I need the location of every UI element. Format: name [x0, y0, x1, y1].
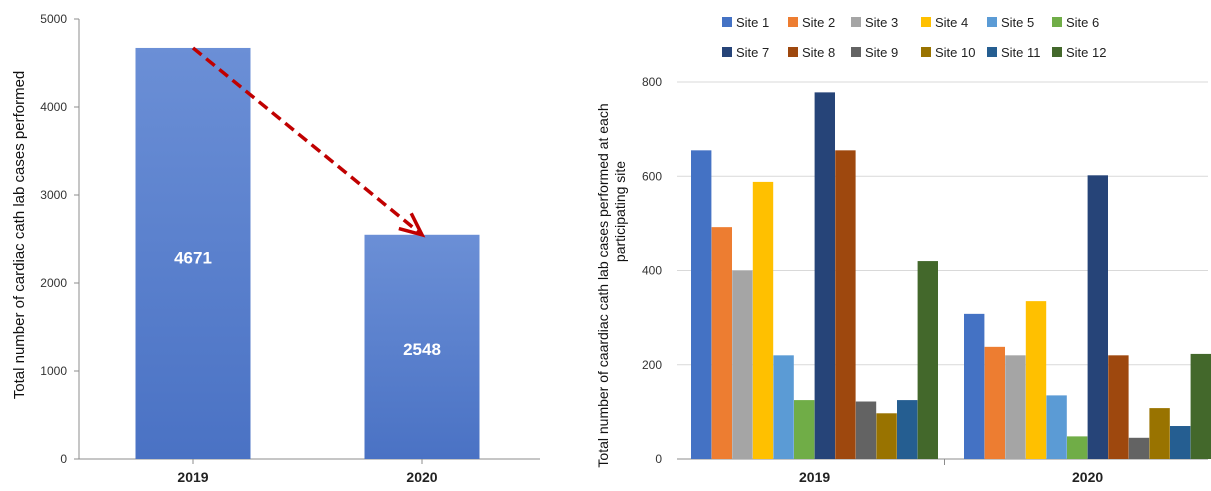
legend-label: Site 5: [1001, 15, 1034, 30]
left-y-tick-label: 4000: [40, 100, 67, 114]
bar-site-11-2020: [1170, 426, 1191, 459]
left-bar-2020: [364, 234, 480, 459]
left-x-tick-label: 2020: [406, 469, 437, 485]
right-y-tick-label: 800: [642, 75, 662, 89]
left-y-tick-label: 3000: [40, 188, 67, 202]
bar-site-11-2019: [897, 400, 918, 459]
bar-site-1-2020: [964, 313, 985, 459]
legend-label: Site 1: [736, 15, 769, 30]
bar-site-7-2020: [1087, 175, 1108, 459]
right-y-tick-label: 200: [642, 358, 662, 372]
bar-site-3-2020: [1005, 355, 1026, 459]
legend-swatch: [1052, 17, 1062, 27]
legend-swatch: [851, 17, 861, 27]
bar-site-7-2019: [814, 92, 835, 460]
bar-site-9-2020: [1128, 437, 1150, 459]
left-y-tick-label: 2000: [40, 276, 67, 290]
legend-swatch: [788, 17, 798, 27]
legend-swatch: [921, 47, 931, 57]
bar-site-1-2019: [691, 150, 712, 460]
right-x-tick-label: 2020: [1072, 469, 1103, 485]
legend-label: Site 12: [1066, 45, 1106, 60]
bar-site-5-2019: [773, 355, 794, 459]
left-y-tick-label: 1000: [40, 364, 67, 378]
bar-site-6-2020: [1067, 436, 1088, 459]
legend-label: Site 9: [865, 45, 898, 60]
bar-site-10-2019: [876, 413, 897, 459]
bar-site-8-2020: [1108, 355, 1129, 459]
legend-swatch: [722, 47, 732, 57]
left-y-tick-label: 5000: [40, 12, 67, 26]
bar-site-4-2020: [1025, 301, 1047, 459]
legend-swatch: [921, 17, 931, 27]
bar-site-5-2020: [1046, 395, 1067, 459]
right-x-tick-label: 2019: [799, 469, 830, 485]
left-bar-data-label: 2548: [403, 340, 441, 359]
right-y-tick-label: 600: [642, 169, 662, 183]
right-y-tick-label: 0: [655, 452, 662, 466]
legend-swatch: [722, 17, 732, 27]
legend-label: Site 11: [1001, 45, 1041, 60]
trend-arrow-line: [191, 46, 421, 234]
bar-site-2-2019: [711, 227, 732, 459]
left-y-axis-title: Total number of cardiac cath lab cases p…: [11, 71, 28, 400]
left-bar-2019: [135, 47, 251, 460]
left-bar-data-label: 4671: [174, 249, 212, 268]
trend-arrow-head: [398, 212, 426, 238]
bar-site-6-2019: [794, 400, 815, 459]
legend-label: Site 4: [935, 15, 968, 30]
bar-site-10-2020: [1149, 408, 1170, 459]
legend-swatch: [1052, 47, 1062, 57]
bar-site-12-2020: [1190, 353, 1211, 459]
legend-label: Site 6: [1066, 15, 1099, 30]
legend-label: Site 10: [935, 45, 975, 60]
bar-site-8-2019: [835, 150, 856, 460]
right-y-tick-label: 400: [642, 264, 662, 278]
bar-site-4-2019: [752, 181, 774, 459]
legend-label: Site 2: [802, 15, 835, 30]
bar-site-9-2019: [855, 401, 877, 459]
bar-site-12-2019: [917, 261, 938, 459]
legend-swatch: [851, 47, 861, 57]
legend-label: Site 8: [802, 45, 835, 60]
right-chart: 0 200 400 600 800 2019 2020 Site 1 Site 2 Site 3 S…: [595, 15, 1211, 485]
left-x-tick-label: 2019: [177, 469, 208, 485]
right-y-axis-title-line-2: participating site: [612, 161, 628, 262]
legend-swatch: [788, 47, 798, 57]
left-chart: 0 1000 2000 3000 4000 5000 4671 2019 2548 2020 Tot…: [11, 12, 540, 485]
bar-site-2-2020: [984, 346, 1005, 459]
bar-site-3-2019: [732, 270, 753, 459]
legend-swatch: [987, 17, 997, 27]
legend-label: Site 7: [736, 45, 769, 60]
right-y-axis-title-line-1: Total number of caardiac cath lab cases …: [595, 103, 611, 467]
legend-swatch: [987, 47, 997, 57]
legend-label: Site 3: [865, 15, 898, 30]
left-y-tick-label: 0: [60, 452, 67, 466]
